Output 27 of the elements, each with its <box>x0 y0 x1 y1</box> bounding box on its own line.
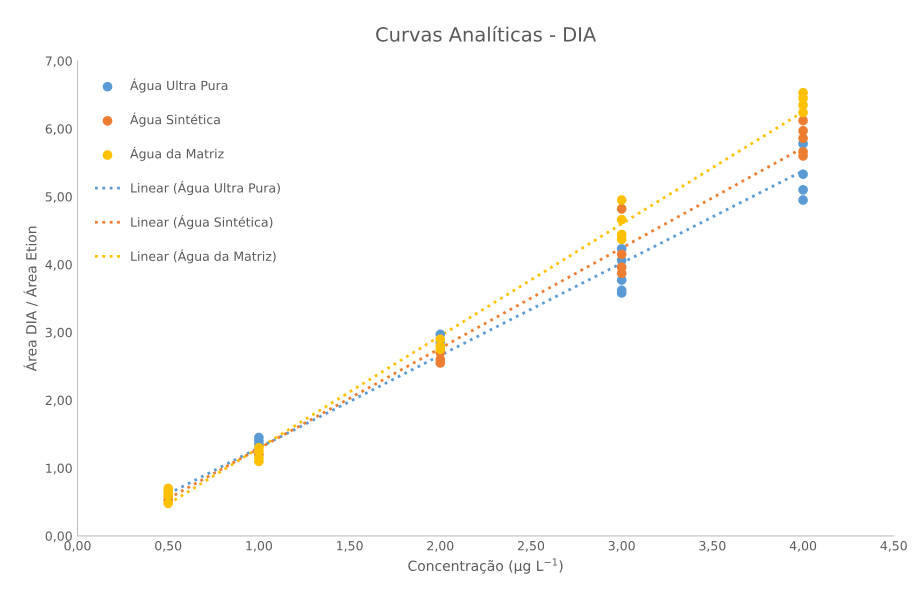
legend-label: Linear (Água Sintética) <box>131 215 272 230</box>
y-tick-label: 2,00 <box>46 396 72 406</box>
legend-label: Linear (Água da Matriz) <box>131 249 276 264</box>
x-tick-label: 2,00 <box>427 541 454 552</box>
x-tick-label: 0,50 <box>155 541 182 552</box>
legend-label: Água Ultra Pura <box>130 78 228 93</box>
x-axis-title: Concentração (µg L$^{−1}$) <box>408 558 563 574</box>
legend-label: Água Sintética <box>130 112 220 127</box>
x-tick-label: 4,00 <box>790 541 816 552</box>
legend-label: Água da Matriz <box>130 146 224 161</box>
x-tick-label: 3,00 <box>608 541 635 552</box>
y-tick-label: 5,00 <box>46 192 72 203</box>
x-tick-label: 0,00 <box>64 541 91 552</box>
x-tick-label: 3,50 <box>699 541 726 552</box>
y-tick-label: 6,00 <box>46 124 72 135</box>
y-tick-label: 4,00 <box>45 260 72 271</box>
chart-title: Curvas Analíticas - DIA <box>376 26 596 42</box>
x-tick-label: 1,00 <box>246 541 272 552</box>
y-tick-label: 0,00 <box>46 531 72 542</box>
x-tick-label: 2,50 <box>518 541 544 552</box>
y-tick-label: 7,00 <box>46 56 72 68</box>
y-tick-label: 3,00 <box>46 328 72 339</box>
x-tick-label: 1,50 <box>337 541 363 552</box>
legend-label: Linear (Água Ultra Pura) <box>131 180 280 196</box>
x-tick-label: 4,50 <box>880 541 907 552</box>
y-axis-title: Área DIA / Área Etion <box>24 226 38 372</box>
y-tick-label: 1,00 <box>46 464 72 474</box>
